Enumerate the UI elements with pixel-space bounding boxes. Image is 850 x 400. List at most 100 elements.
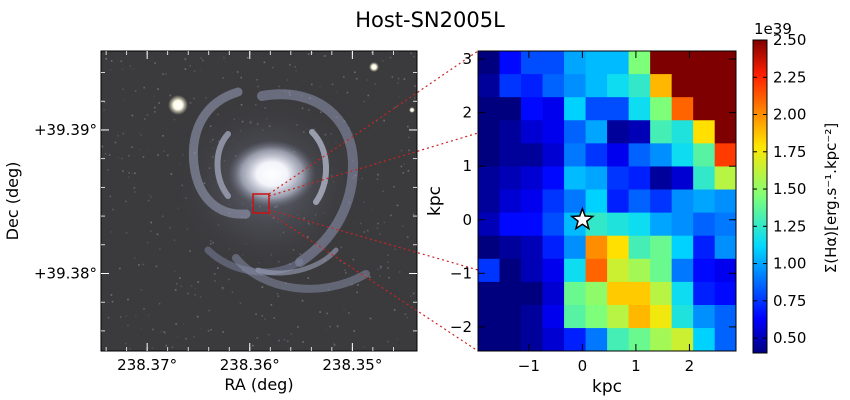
connector-line-4 (268, 212, 479, 352)
heatmap-cell (542, 189, 565, 214)
heatmap-cell (478, 97, 500, 121)
heatmap-cell (478, 328, 500, 352)
heatmap-cell (693, 189, 716, 214)
heatmap-cell (585, 281, 608, 306)
heatmap-cell (607, 235, 630, 260)
colorbar-tick-2: 2.00 (773, 106, 806, 124)
heatmap-cell (542, 166, 565, 190)
heatmap-cell (671, 304, 694, 329)
heatmap-cell (671, 235, 694, 260)
heatmap-cell (585, 304, 608, 329)
colorbar-tick-5: 1.25 (773, 217, 806, 235)
heatmap-cell (693, 51, 716, 75)
halpha-map-panel: −1 0 1 2 3 2 1 0 −1 −2 kpc kpc (425, 50, 737, 397)
heatmap-cell (585, 51, 608, 75)
heatmap-cell (499, 143, 522, 167)
colorbar-tick-1: 2.25 (773, 68, 806, 86)
heatmap-cell (628, 212, 651, 237)
colorbar-tick-6: 1.00 (773, 255, 806, 273)
connector-line-2 (268, 132, 479, 197)
heatmap-cell (542, 51, 565, 75)
heatmap-cell (499, 51, 522, 75)
map-xtick-2: 1 (631, 357, 641, 375)
heatmap-cell (693, 143, 716, 167)
heatmap-cell (585, 74, 608, 98)
heatmap-cell (585, 120, 608, 144)
heatmap-cell (628, 74, 651, 98)
heatmap-cell (521, 258, 543, 283)
heatmap-cell (714, 143, 737, 167)
map-xlabel: kpc (592, 377, 622, 397)
heatmap-cell (650, 97, 673, 121)
heatmap-cell (542, 281, 565, 306)
heatmap-cell (607, 212, 630, 237)
heatmap-cell (693, 304, 716, 329)
zoom-connectors (268, 50, 479, 352)
colorbar-gradient (753, 40, 767, 353)
heatmap-cell (693, 120, 716, 144)
connector-line-1 (268, 50, 479, 195)
image-ytick-0: +39.39° (34, 121, 97, 139)
foreground-star-3 (409, 107, 415, 113)
heatmap-cell (607, 51, 630, 75)
colorbar-tick-8: 0.50 (773, 329, 806, 347)
heatmap-cell (542, 258, 565, 283)
heatmap-cell (499, 258, 522, 283)
heatmap-cell (671, 74, 694, 98)
heatmap-cell (693, 166, 716, 190)
heatmap-cell (542, 212, 565, 237)
heatmap-cell (478, 304, 500, 329)
colorbar-frame (752, 39, 768, 354)
heatmap-cell (607, 74, 630, 98)
galaxy-image-panel: 238.37° 238.36° 238.35° +39.39° +39.38° … (3, 50, 418, 394)
colorbar-label: Σ(Hα)[erg.s⁻¹.kpc⁻²] (822, 123, 840, 273)
heatmap-cell (628, 120, 651, 144)
heatmap-cell (628, 97, 651, 121)
heatmap-cell (671, 166, 694, 190)
heatmap-frame (477, 50, 737, 352)
heatmap-cell (607, 189, 630, 214)
colorbar-multiplier: 1e39 (754, 20, 792, 38)
heatmap-cell (521, 189, 543, 214)
heatmap-cell (671, 258, 694, 283)
heatmap-cell (499, 235, 522, 260)
heatmap-cell (478, 258, 500, 283)
map-xtick-1: 0 (578, 357, 588, 375)
heatmap-cell (585, 258, 608, 283)
heatmap-cell (650, 304, 673, 329)
heatmap-cell (542, 235, 565, 260)
heatmap-cell (650, 51, 673, 75)
heatmap-cell (714, 51, 737, 75)
sn-region-box (252, 193, 270, 214)
image-xlabel: RA (deg) (224, 375, 293, 394)
heatmap-cell (607, 97, 630, 121)
colorbar-ticks (753, 39, 767, 339)
heatmap-cell (628, 328, 651, 352)
map-ylabel: kpc (425, 186, 445, 216)
heatmap-cell (564, 281, 586, 306)
heatmap-cell (499, 212, 522, 237)
heatmap-cell (478, 166, 500, 190)
heatmap-cell (478, 120, 500, 144)
heatmap-cell (521, 120, 543, 144)
heatmap-cell (478, 212, 500, 237)
heatmap-cell (564, 143, 586, 167)
heatmap-cell (714, 235, 737, 260)
heatmap-cell (714, 328, 737, 352)
heatmap-cell (564, 304, 586, 329)
foreground-star-2 (369, 62, 379, 72)
image-xtick-1: 238.36° (220, 356, 280, 374)
heatmap-cell (693, 235, 716, 260)
heatmap-cell (542, 120, 565, 144)
heatmap-cell (521, 304, 543, 329)
heatmap-cell (693, 97, 716, 121)
heatmap-cell (564, 120, 586, 144)
heatmap-cell (499, 189, 522, 214)
heatmap-cell (693, 281, 716, 306)
heatmap-cell (564, 328, 586, 352)
heatmap-cell (564, 97, 586, 121)
heatmap-cell (607, 281, 630, 306)
heatmap-cell (714, 304, 737, 329)
heatmap-cell (650, 212, 673, 237)
